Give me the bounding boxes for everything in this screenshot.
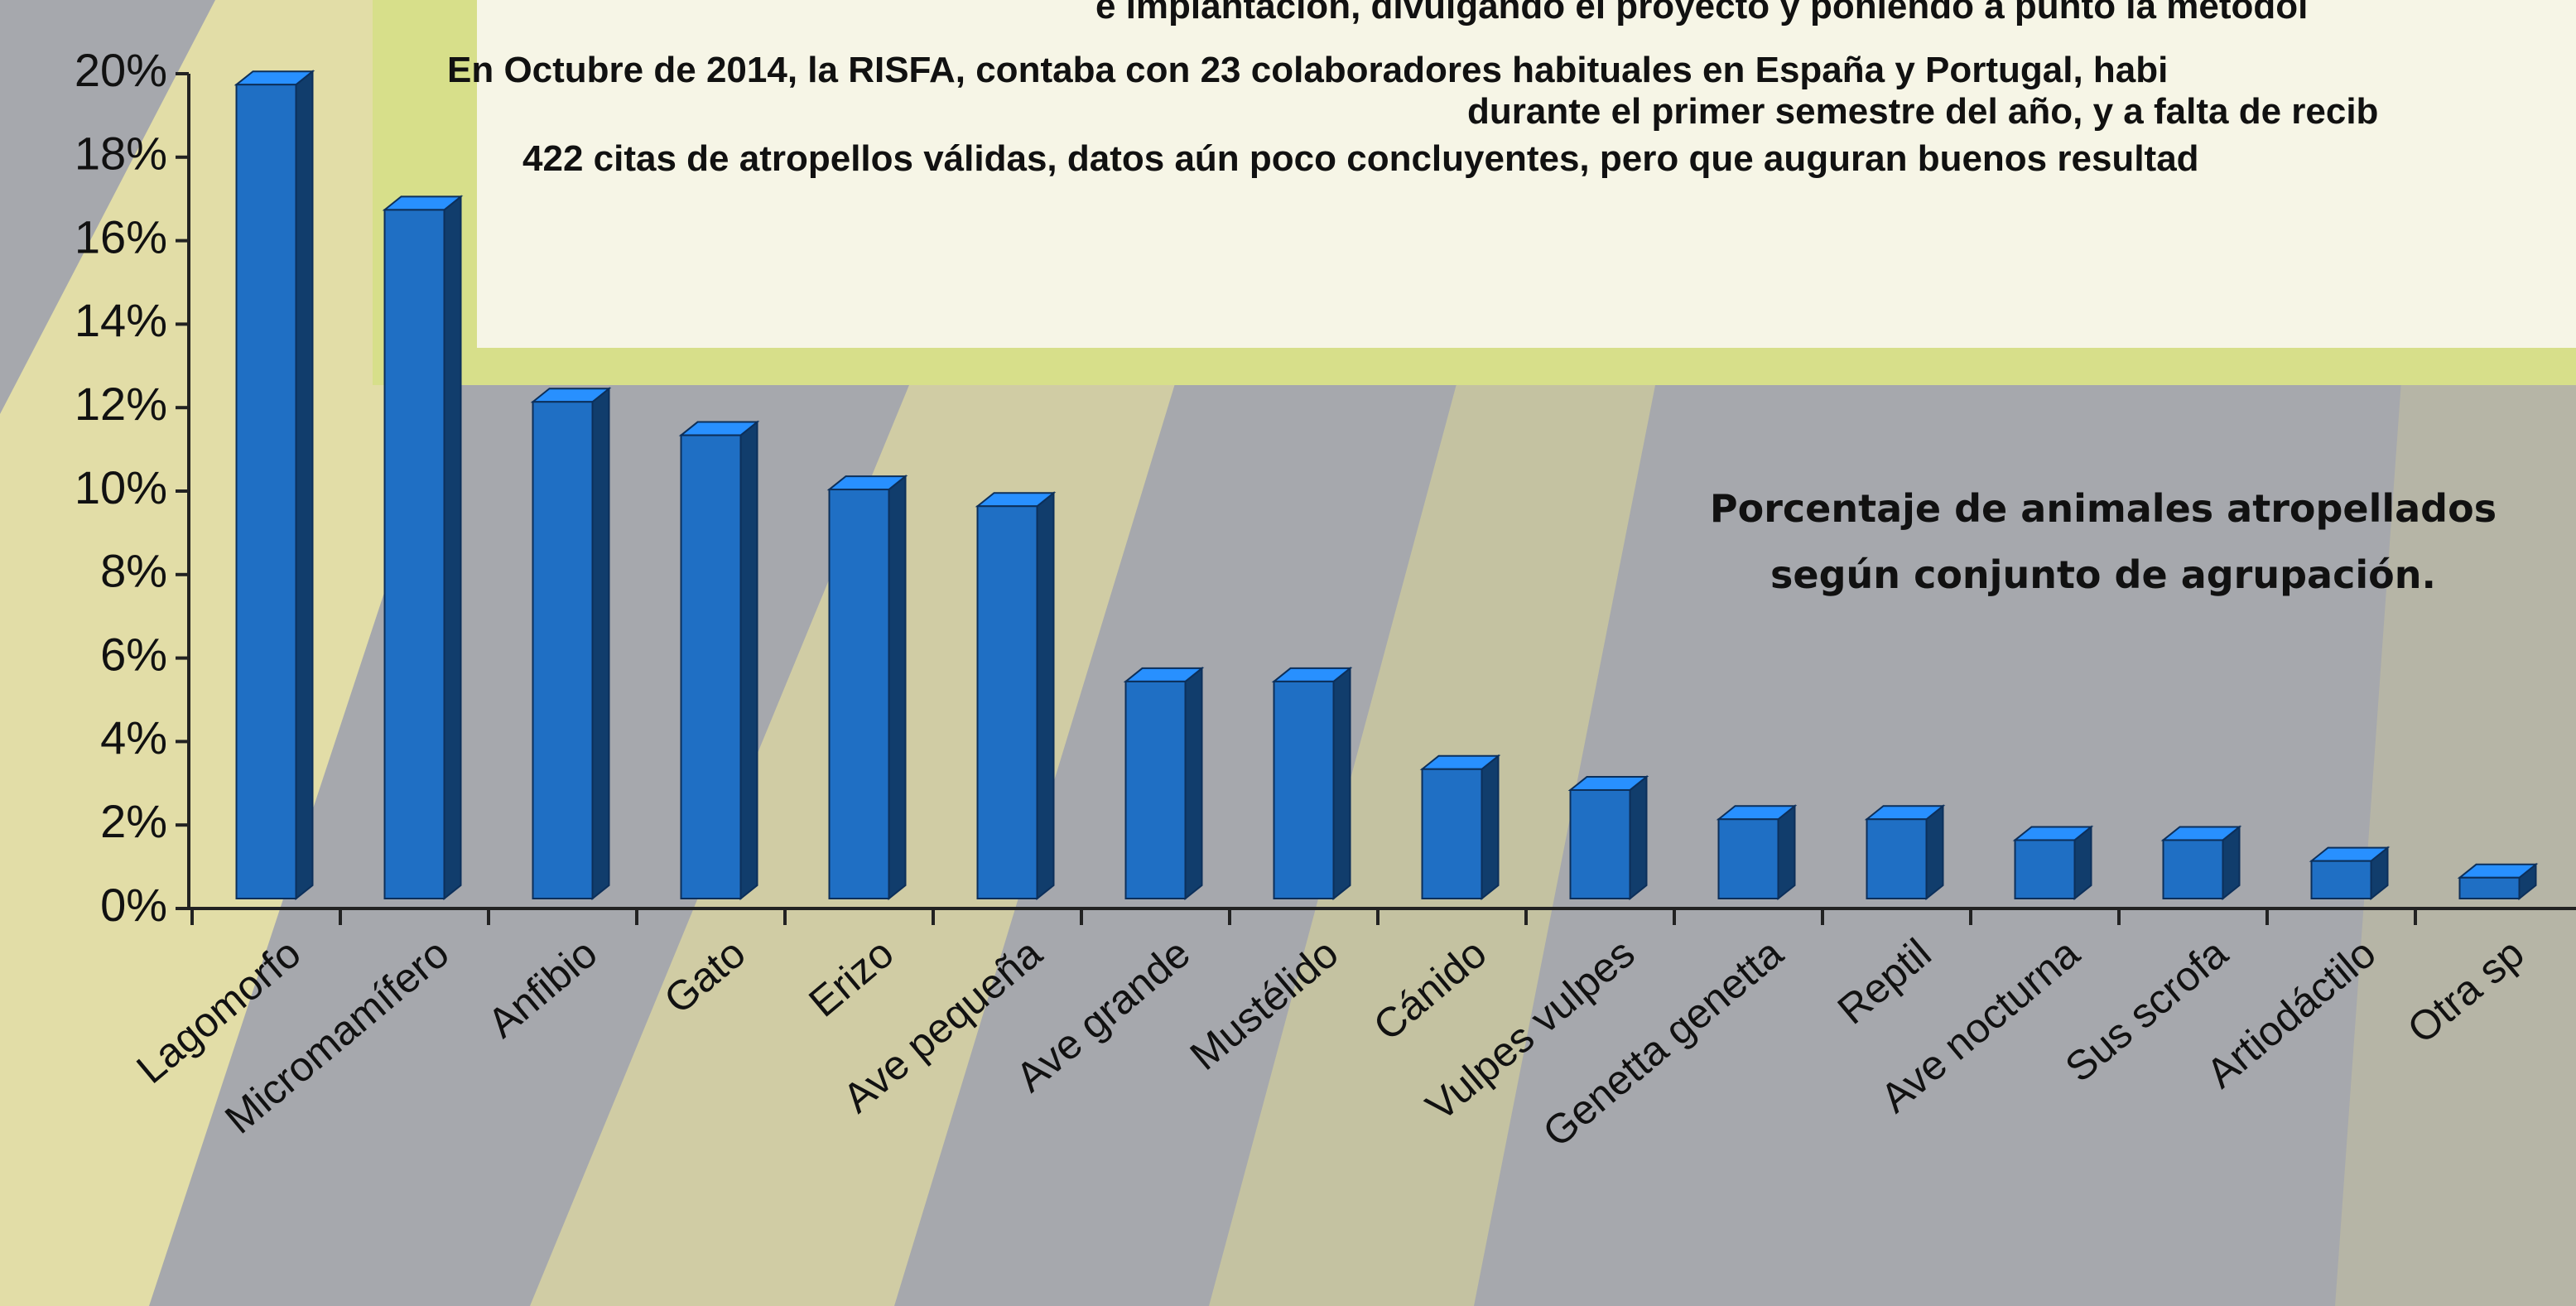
y-tick-label: 12%: [75, 378, 167, 430]
bar-side: [443, 195, 462, 901]
note-line: e implantación, divulgando el proyecto y…: [1095, 0, 2308, 27]
light-stripe: [2335, 381, 2576, 1306]
note-box: [477, 0, 2576, 348]
bar: [976, 505, 1038, 899]
note-line: 422 citas de atropellos válidas, datos a…: [522, 138, 2199, 179]
bar: [1421, 768, 1483, 900]
bar-side: [591, 387, 610, 901]
bar-side: [1184, 666, 1203, 901]
bar: [828, 489, 890, 900]
bar-side: [1036, 491, 1055, 901]
y-tick-label: 0%: [100, 879, 167, 931]
y-tick-label: 8%: [100, 545, 167, 597]
y-tick-label: 4%: [100, 711, 167, 764]
chart-title: Porcentaje de animales atropellados: [1710, 486, 2497, 531]
bar: [1124, 680, 1187, 899]
y-tick-label: 20%: [75, 44, 167, 96]
bar: [2458, 876, 2521, 900]
note-line: durante el primer semestre del año, y a …: [1467, 91, 2378, 132]
bar: [1866, 818, 1928, 899]
bar-side: [888, 474, 907, 901]
bar-side: [1925, 804, 1944, 901]
chart-title: según conjunto de agrupación.: [1770, 552, 2436, 597]
bar: [2014, 839, 2076, 899]
bar: [1569, 788, 1631, 900]
bar-side: [1629, 774, 1648, 901]
bar-side: [739, 420, 758, 901]
bar: [532, 401, 594, 899]
y-tick-label: 14%: [75, 294, 167, 346]
y-tick-label: 2%: [100, 795, 167, 847]
bar: [2162, 839, 2224, 899]
bar: [235, 84, 297, 899]
bar: [680, 434, 742, 899]
y-tick-label: 18%: [75, 128, 167, 180]
note-line: En Octubre de 2014, la RISFA, contaba co…: [447, 50, 2168, 90]
bar: [1717, 818, 1779, 899]
y-tick-label: 6%: [100, 628, 167, 680]
y-tick-label: 16%: [75, 210, 167, 263]
y-tick-label: 10%: [75, 461, 167, 513]
bar: [2310, 860, 2372, 900]
bar: [1273, 680, 1335, 899]
bar-side: [1481, 754, 1500, 901]
bar-side: [295, 70, 314, 901]
bar-side: [1777, 804, 1796, 901]
bar: [383, 209, 445, 899]
bar-side: [1332, 666, 1351, 901]
